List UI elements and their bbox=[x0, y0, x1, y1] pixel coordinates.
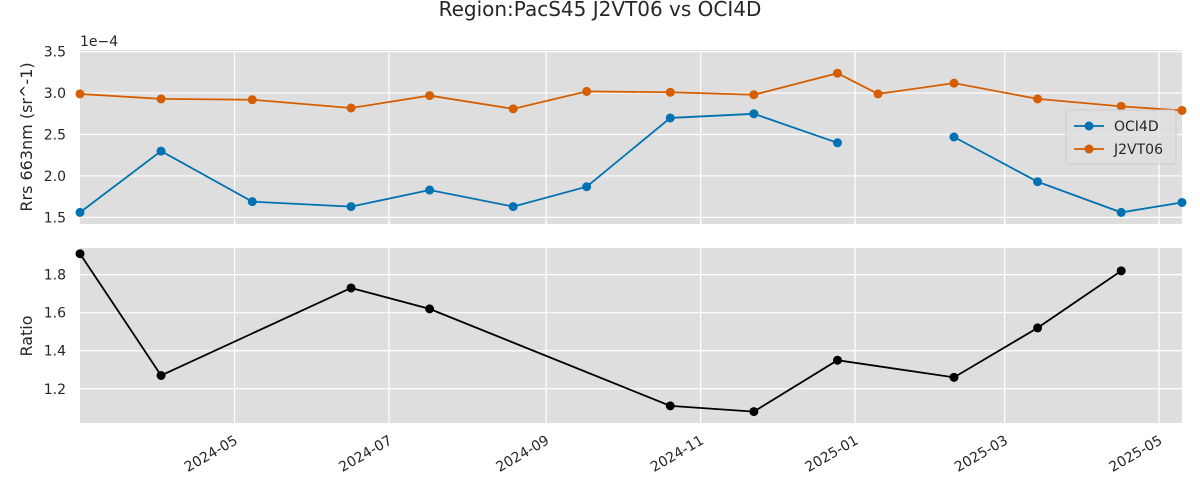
oci4d-point bbox=[582, 182, 592, 192]
legend-marker bbox=[1084, 144, 1094, 154]
bottom-y-tick-label: 1.4 bbox=[44, 344, 66, 360]
top-plot-background bbox=[80, 50, 1182, 224]
oci4d-point bbox=[1177, 197, 1187, 207]
j2vt06-point bbox=[1116, 101, 1126, 111]
oci4d-point bbox=[832, 138, 842, 148]
legend-box bbox=[1065, 109, 1177, 165]
x-tick-label: 2025-01 bbox=[803, 433, 862, 476]
oci4d-point bbox=[1033, 177, 1043, 187]
top-y-axis: 1.5 2.0 2.5 3.0 3.5 bbox=[44, 45, 66, 227]
bottom-panel: 1.2 1.4 1.6 1.8 Ratio 2024-05 2024-07 2024-09… bbox=[17, 248, 1182, 476]
x-tick-label: 2025-03 bbox=[952, 433, 1011, 476]
oci4d-point bbox=[1116, 207, 1126, 217]
j2vt06-point bbox=[1177, 105, 1187, 115]
ratio-series-group bbox=[75, 249, 1126, 417]
top-y-tick-label: 2.0 bbox=[44, 169, 66, 185]
top-y-scale-label: 1e−4 bbox=[80, 34, 118, 50]
bottom-y-axis: 1.2 1.4 1.6 1.8 bbox=[44, 268, 66, 398]
ratio-point bbox=[665, 401, 675, 411]
top-y-tick-label: 3.0 bbox=[44, 86, 66, 102]
oci4d-point bbox=[508, 202, 518, 212]
ratio-point bbox=[1116, 266, 1126, 276]
oci4d-point bbox=[949, 132, 959, 142]
top-y-axis-label: Rrs 663nm (sr^-1) bbox=[17, 62, 36, 211]
bottom-series bbox=[75, 249, 1126, 417]
oci4d-point bbox=[247, 197, 257, 207]
legend-label: OCI4D bbox=[1114, 119, 1159, 135]
j2vt06-point bbox=[346, 103, 356, 113]
chart-title: Region:PacS45 J2VT06 vs OCI4D bbox=[439, 0, 762, 21]
bottom-y-axis-label: Ratio bbox=[17, 315, 36, 356]
ratio-point bbox=[949, 372, 959, 382]
ratio-point bbox=[156, 370, 166, 380]
ratio-point bbox=[346, 283, 356, 293]
bottom-y-tick-label: 1.2 bbox=[44, 382, 66, 398]
ratio-line bbox=[79, 253, 1122, 413]
j2vt06-point bbox=[949, 78, 959, 88]
x-tick-label: 2024-07 bbox=[336, 433, 395, 476]
x-tick-label: 2025-05 bbox=[1107, 433, 1166, 476]
oci4d-line bbox=[79, 112, 838, 214]
legend-label: J2VT06 bbox=[1113, 142, 1163, 158]
oci4d-point bbox=[665, 113, 675, 123]
oci4d-point bbox=[346, 202, 356, 212]
j2vt06-point bbox=[582, 86, 592, 96]
top-series bbox=[75, 68, 1187, 217]
j2vt06-point bbox=[75, 89, 85, 99]
j2vt06-point bbox=[247, 95, 257, 105]
ratio-point bbox=[75, 249, 85, 259]
oci4d-line bbox=[953, 136, 1183, 214]
top-gridlines bbox=[80, 50, 1182, 224]
legend-marker bbox=[1084, 121, 1094, 131]
j2vt06-point bbox=[1033, 94, 1043, 104]
x-axis: 2024-05 2024-07 2024-09 2024-11 2025-01 2025-… bbox=[182, 433, 1165, 476]
j2vt06-point bbox=[156, 94, 166, 104]
bottom-y-tick-label: 1.8 bbox=[44, 268, 66, 284]
ratio-point bbox=[749, 407, 759, 417]
j2vt06-point bbox=[425, 91, 435, 101]
j2vt06-point bbox=[873, 89, 883, 99]
oci4d-point bbox=[156, 146, 166, 156]
ratio-point bbox=[425, 304, 435, 314]
x-tick-label: 2024-09 bbox=[493, 433, 552, 476]
top-y-tick-label: 2.5 bbox=[44, 128, 66, 144]
j2vt06-point bbox=[749, 90, 759, 100]
top-panel: 1.5 2.0 2.5 3.0 3.5 1e−4 Rrs 663nm (sr^-1) O… bbox=[17, 34, 1187, 226]
legend: OCI4D J2VT06 bbox=[1065, 109, 1177, 165]
bottom-y-tick-label: 1.6 bbox=[44, 306, 66, 322]
x-tick-label: 2024-11 bbox=[648, 433, 707, 476]
j2vt06-point bbox=[832, 68, 842, 78]
j2vt06-series-group bbox=[75, 68, 1187, 115]
oci4d-series-group bbox=[75, 109, 1187, 217]
oci4d-point bbox=[75, 207, 85, 217]
j2vt06-point bbox=[665, 87, 675, 97]
oci4d-point bbox=[425, 185, 435, 195]
bottom-gridlines bbox=[80, 248, 1182, 423]
top-y-tick-label: 1.5 bbox=[44, 210, 66, 226]
oci4d-point bbox=[749, 109, 759, 119]
top-y-tick-label: 3.5 bbox=[44, 45, 66, 61]
x-tick-label: 2024-05 bbox=[182, 433, 241, 476]
ratio-point bbox=[832, 355, 842, 365]
bottom-plot-background bbox=[80, 248, 1182, 423]
j2vt06-point bbox=[508, 104, 518, 114]
ratio-point bbox=[1033, 323, 1043, 333]
